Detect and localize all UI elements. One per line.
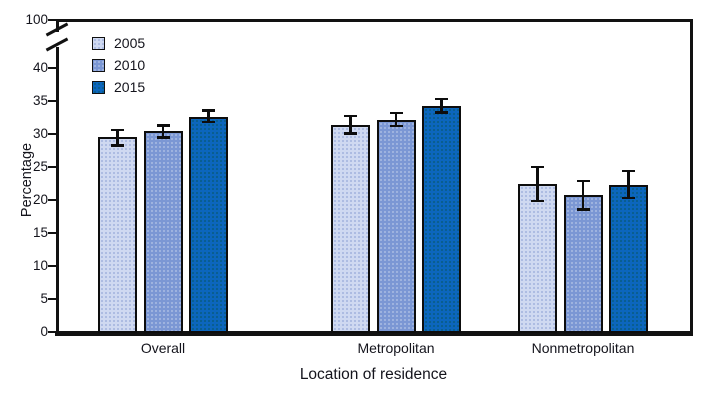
y-tick-label: 15 <box>32 225 48 240</box>
y-tick-mark <box>48 165 57 169</box>
error-bar-line <box>536 167 539 201</box>
y-tick-label: 40 <box>32 60 48 75</box>
error-bar-cap-bottom <box>111 144 124 147</box>
error-bar-cap-bottom <box>576 208 590 211</box>
y-tick-mark <box>48 132 57 136</box>
y-tick-mark <box>48 18 57 22</box>
error-bar-cap-bottom <box>435 111 448 114</box>
y-tick-mark <box>48 231 57 235</box>
error-bar-line <box>440 99 443 113</box>
y-tick-label: 30 <box>32 126 48 141</box>
bar-2005-nonmetropolitan <box>518 184 557 333</box>
legend-swatch-2010 <box>92 58 105 72</box>
category-label-nonmetropolitan: Nonmetropolitan <box>531 340 635 356</box>
error-bar-cap-top <box>111 128 124 132</box>
error-bar-cap-top <box>389 111 403 115</box>
bar-2015-metropolitan <box>422 106 461 333</box>
y-tick-label: 5 <box>40 291 48 306</box>
bar-2005-overall <box>98 137 137 333</box>
x-axis-title: Location of residence <box>299 366 448 383</box>
error-bar-line <box>207 110 210 123</box>
error-bar-cap-top <box>576 179 590 183</box>
legend-item-2005: 2005 <box>92 32 145 54</box>
bar-2010-nonmetropolitan <box>563 194 603 333</box>
error-bar-cap-top <box>344 115 357 118</box>
legend-item-2015: 2015 <box>92 76 145 98</box>
category-label-metropolitan: Metropolitan <box>357 340 435 356</box>
error-bar-cap-bottom <box>156 136 170 139</box>
bar-2010-metropolitan <box>376 120 416 333</box>
error-bar-line <box>581 180 585 210</box>
y-tick-label: 25 <box>32 159 48 174</box>
plot-right-border <box>690 19 693 336</box>
y-axis-title: Percentage <box>19 142 35 218</box>
y-tick-label: 35 <box>32 93 48 108</box>
error-bar-line <box>627 170 630 198</box>
bar-2015-overall <box>189 116 228 333</box>
bar-2010-overall <box>143 131 183 333</box>
legend-swatch-2005 <box>92 36 105 50</box>
y-axis-line-upper <box>56 19 59 32</box>
error-bar-line <box>116 130 119 146</box>
error-bar-cap-top <box>156 124 170 127</box>
y-tick-mark <box>48 330 57 334</box>
error-bar-line <box>394 112 398 127</box>
error-bar-cap-top <box>435 97 448 101</box>
legend-label-2005: 2005 <box>114 35 146 51</box>
y-tick-mark <box>48 264 57 268</box>
y-tick-label: 10 <box>32 258 48 273</box>
plot-top-border <box>56 19 693 22</box>
error-bar-cap-top <box>202 109 215 112</box>
y-tick-label: 100 <box>25 12 48 27</box>
y-tick-label: 20 <box>32 192 48 207</box>
y-tick-label: 0 <box>40 324 48 339</box>
error-bar-cap-top <box>622 169 635 173</box>
error-bar-cap-bottom <box>344 132 357 135</box>
error-bar-line <box>161 125 165 138</box>
error-bar-cap-bottom <box>531 199 544 202</box>
x-axis-line <box>55 331 693 336</box>
y-tick-mark <box>48 198 57 202</box>
legend-item-2010: 2010 <box>92 54 145 76</box>
error-bar-cap-bottom <box>202 121 215 124</box>
error-bar-cap-top <box>531 165 544 169</box>
category-label-overall: Overall <box>140 340 186 356</box>
bar-2005-metropolitan <box>331 124 370 333</box>
legend-label-2015: 2015 <box>114 79 146 95</box>
legend: 2005 2010 2015 <box>92 32 145 98</box>
legend-swatch-2015 <box>92 80 105 94</box>
error-bar-cap-bottom <box>622 196 635 200</box>
error-bar-line <box>349 116 352 134</box>
y-tick-mark <box>48 297 57 301</box>
bar-2015-nonmetropolitan <box>609 184 648 333</box>
error-bar-cap-bottom <box>389 124 403 128</box>
y-tick-mark <box>48 66 57 70</box>
legend-label-2010: 2010 <box>114 57 146 73</box>
y-axis-line-lower <box>56 47 59 335</box>
y-tick-mark <box>48 99 57 103</box>
